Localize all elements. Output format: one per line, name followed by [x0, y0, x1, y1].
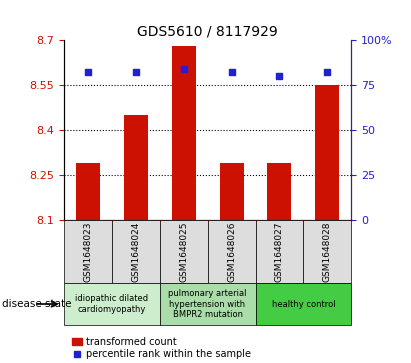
Point	[132, 69, 139, 75]
Text: disease state: disease state	[2, 299, 72, 309]
Point	[84, 69, 91, 75]
Title: GDS5610 / 8117929: GDS5610 / 8117929	[137, 25, 278, 39]
Point	[324, 69, 331, 75]
Bar	[172, 46, 196, 220]
Text: GSM1648025: GSM1648025	[179, 221, 188, 282]
Bar	[124, 115, 148, 220]
Bar	[315, 85, 339, 220]
Text: healthy control: healthy control	[272, 299, 335, 309]
Bar	[76, 163, 100, 220]
Legend: transformed count, percentile rank within the sample: transformed count, percentile rank withi…	[69, 333, 255, 363]
Text: GSM1648023: GSM1648023	[83, 221, 92, 282]
Point	[276, 73, 283, 79]
Point	[228, 69, 235, 75]
Bar	[219, 163, 243, 220]
Text: GSM1648026: GSM1648026	[227, 221, 236, 282]
Point	[180, 66, 187, 72]
Text: idiopathic dilated
cardiomyopathy: idiopathic dilated cardiomyopathy	[75, 294, 148, 314]
Bar	[268, 163, 291, 220]
Text: GSM1648028: GSM1648028	[323, 221, 332, 282]
Text: GSM1648027: GSM1648027	[275, 221, 284, 282]
Text: GSM1648024: GSM1648024	[131, 221, 140, 282]
Text: pulmonary arterial
hypertension with
BMPR2 mutation: pulmonary arterial hypertension with BMP…	[169, 289, 247, 319]
